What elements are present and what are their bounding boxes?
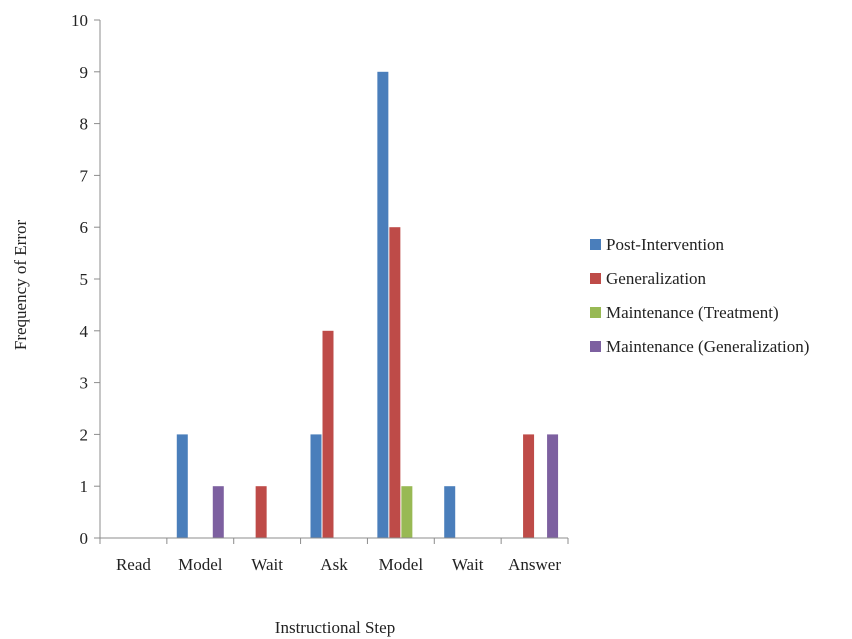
x-tick-label: Ask: [320, 555, 348, 574]
y-tick-label: 8: [80, 115, 89, 134]
y-tick-label: 7: [80, 166, 89, 185]
bar-maintenance-treatment-4: [401, 486, 413, 538]
bars: [176, 71, 559, 539]
bar-maintenance-generalization-6: [547, 434, 559, 538]
bar-generalization-3: [322, 330, 334, 538]
legend-label: Maintenance (Generalization): [606, 336, 810, 356]
bar-post-intervention-4: [377, 71, 389, 539]
y-tick-label: 5: [80, 270, 89, 289]
legend-label: Maintenance (Treatment): [606, 302, 779, 322]
legend-item: Maintenance (Generalization): [590, 334, 809, 358]
legend-swatch: [590, 272, 601, 284]
bar-generalization-4: [389, 227, 401, 538]
x-tick-label: Answer: [508, 555, 561, 574]
bar-post-intervention-1: [176, 434, 188, 538]
bar-post-intervention-3: [310, 434, 322, 538]
x-tick-label: Read: [116, 555, 151, 574]
bar-maintenance-generalization-1: [212, 486, 224, 538]
bar-generalization-2: [255, 486, 267, 538]
legend-swatch: [590, 306, 601, 318]
y-tick-label: 0: [80, 529, 89, 548]
legend: Post-Intervention Generalization Maintenan…: [590, 232, 809, 368]
legend-label: Post-Intervention: [606, 234, 725, 254]
x-tick-label: Wait: [251, 555, 283, 574]
x-tick-label: Wait: [452, 555, 484, 574]
legend-swatch: [590, 340, 601, 352]
legend-label: Generalization: [606, 268, 707, 288]
y-tick-label: 10: [71, 11, 88, 30]
y-tick-label: 4: [80, 322, 89, 341]
legend-item: Generalization: [590, 266, 809, 290]
legend-item: Maintenance (Treatment): [590, 300, 809, 324]
x-axis-ticks: Read Model Wait Ask Model Wait Answer: [99, 538, 569, 574]
legend-item: Post-Intervention: [590, 232, 809, 256]
y-tick-label: 1: [80, 477, 89, 496]
y-tick-label: 2: [80, 425, 89, 444]
x-axis-title: Instructional Step: [275, 618, 395, 637]
legend-swatch: [590, 238, 601, 250]
x-tick-label: Model: [379, 555, 424, 574]
x-tick-label: Model: [178, 555, 223, 574]
y-tick-label: 3: [80, 374, 89, 393]
y-tick-label: 6: [80, 218, 89, 237]
bar-post-intervention-5: [444, 486, 456, 538]
bar-generalization-6: [523, 434, 535, 538]
y-axis-title: Frequency of Error: [11, 220, 30, 351]
y-axis-ticks: 0 1 2 3 4 5 6 7 8 9 10: [71, 11, 100, 548]
y-tick-label: 9: [80, 63, 89, 82]
